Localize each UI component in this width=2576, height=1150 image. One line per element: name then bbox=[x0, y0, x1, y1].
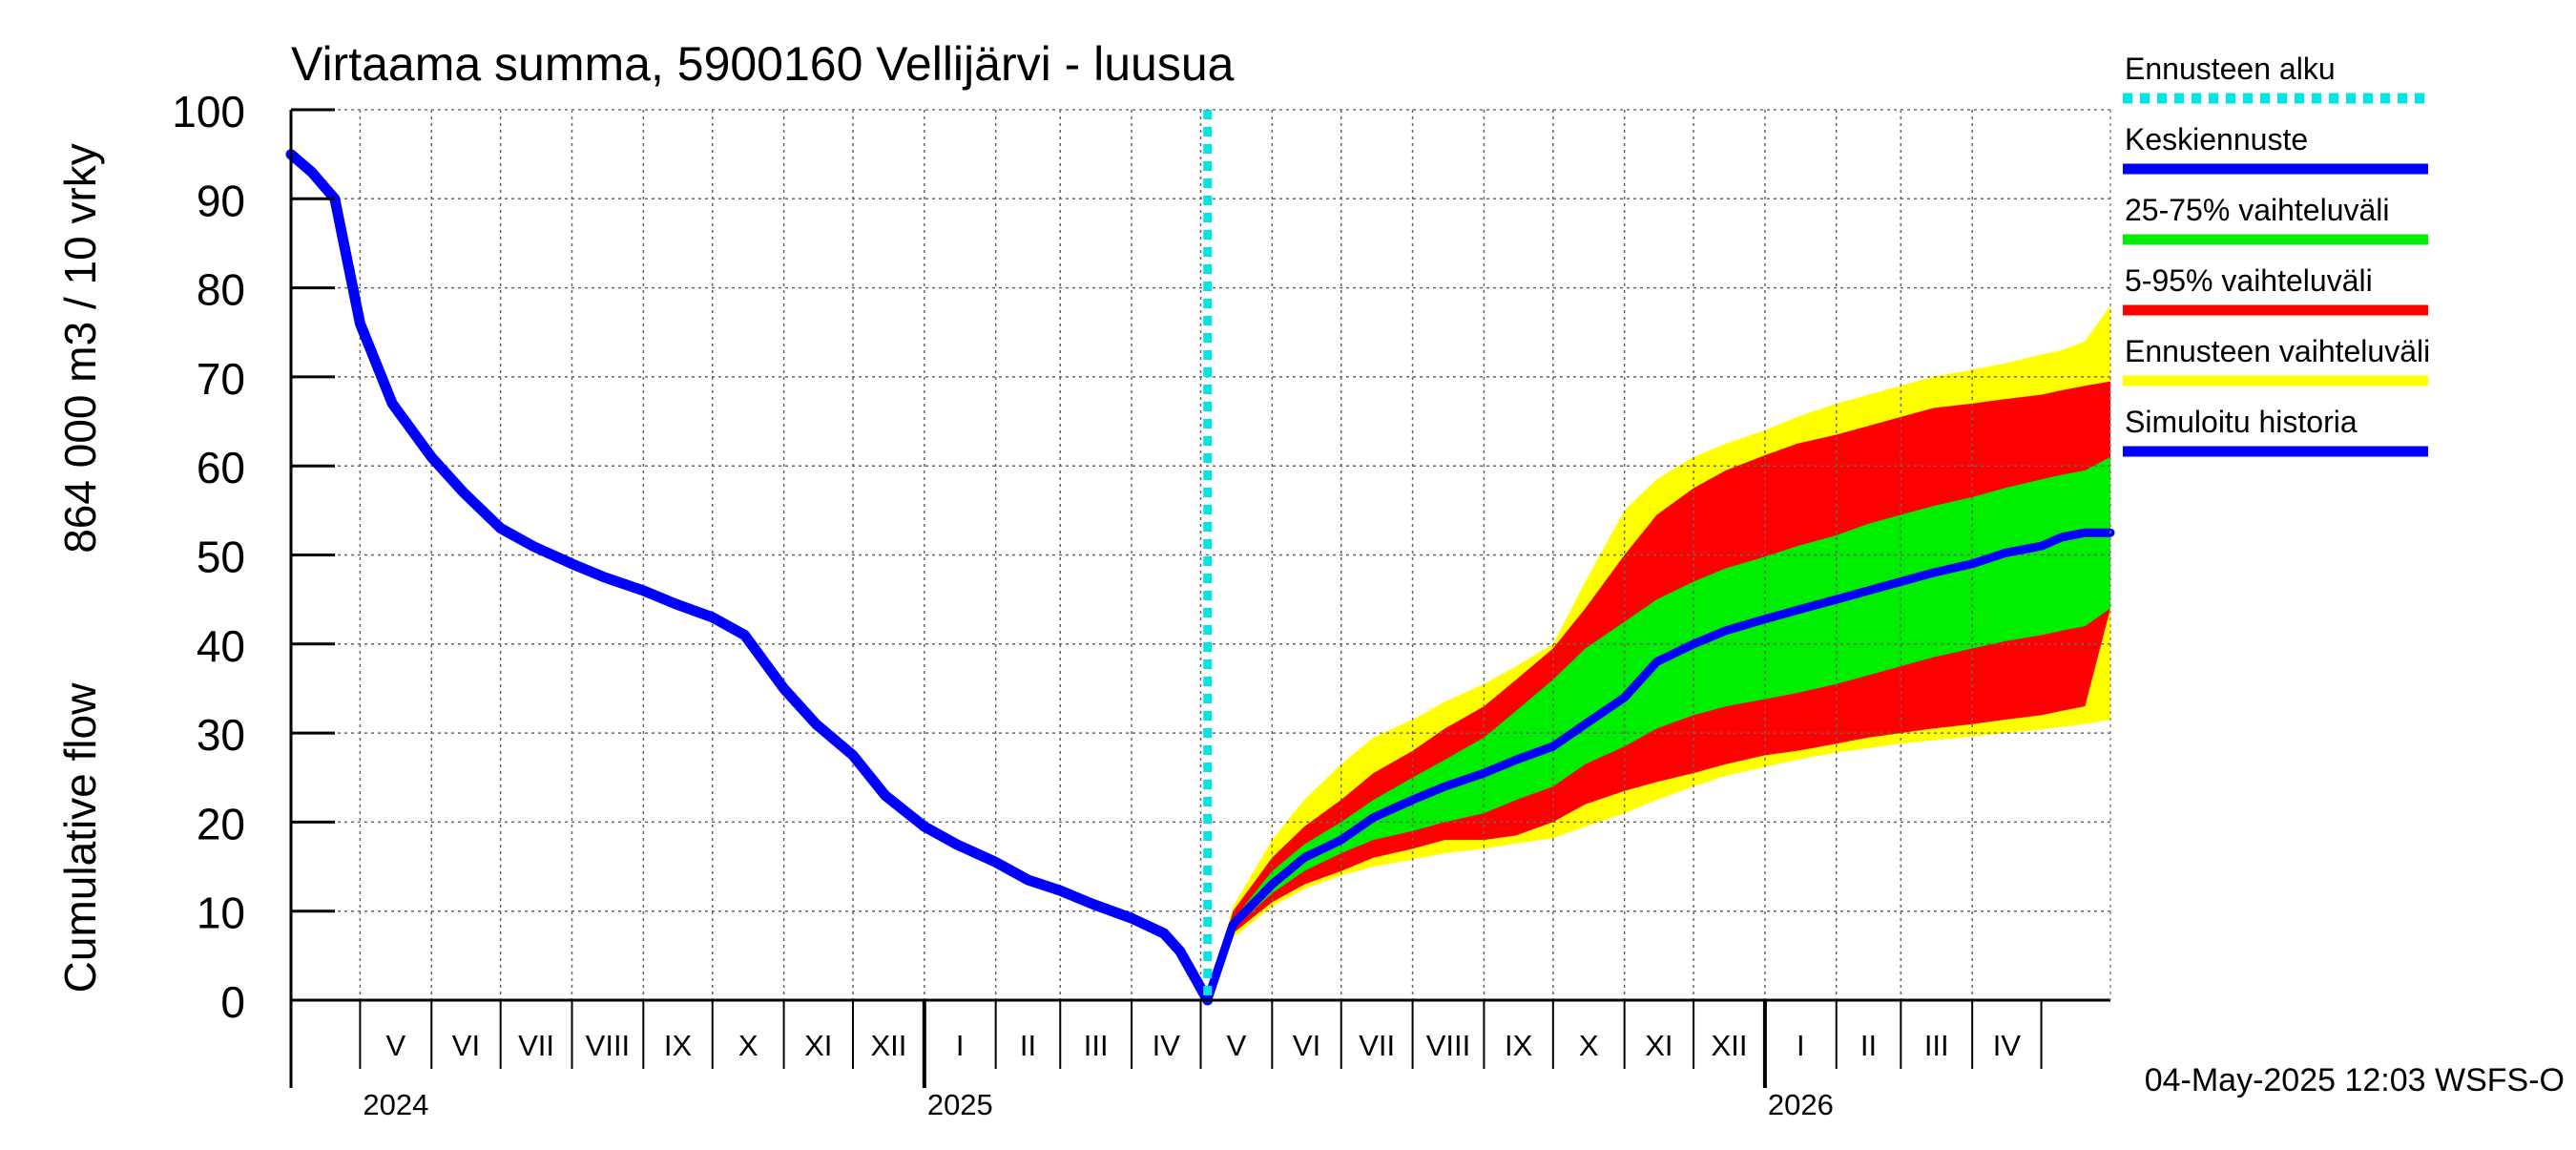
month-label: I bbox=[956, 1029, 965, 1062]
month-label: X bbox=[1579, 1029, 1599, 1062]
month-label: III bbox=[1924, 1029, 1949, 1062]
month-label: XI bbox=[804, 1029, 832, 1062]
month-label: II bbox=[1020, 1029, 1036, 1062]
month-label: III bbox=[1084, 1029, 1109, 1062]
month-label: II bbox=[1860, 1029, 1877, 1062]
y-tick-label: 80 bbox=[197, 265, 245, 315]
month-label: IX bbox=[1505, 1029, 1533, 1062]
month-label: VII bbox=[1359, 1029, 1395, 1062]
y-tick-label: 90 bbox=[197, 176, 245, 225]
year-label: 2026 bbox=[1768, 1088, 1834, 1121]
legend-label: 5-95% vaihteluväli bbox=[2125, 263, 2373, 298]
legend-label: Keskiennuste bbox=[2125, 122, 2308, 157]
y-tick-label: 60 bbox=[197, 443, 245, 492]
month-label: I bbox=[1797, 1029, 1805, 1062]
y-axis-label-name: Cumulative flow bbox=[55, 682, 105, 993]
legend-label: Ennusteen alku bbox=[2125, 52, 2336, 86]
year-label: 2025 bbox=[927, 1088, 993, 1121]
month-label: IX bbox=[664, 1029, 693, 1062]
month-label: VIII bbox=[586, 1029, 631, 1062]
series-line-history bbox=[285, 149, 1214, 1006]
y-tick-label: 40 bbox=[197, 621, 245, 671]
month-label: X bbox=[738, 1029, 758, 1062]
month-label: IV bbox=[1993, 1029, 2022, 1062]
month-label: XII bbox=[870, 1029, 906, 1062]
y-axis-label-units: 864 000 m3 / 10 vrky bbox=[55, 143, 105, 554]
y-tick-label: 20 bbox=[197, 799, 245, 848]
y-tick-label: 0 bbox=[220, 977, 245, 1027]
chart-title: Virtaama summa, 5900160 Vellijärvi - luu… bbox=[291, 37, 1235, 91]
year-label: 2024 bbox=[363, 1088, 428, 1121]
y-tick-label: 100 bbox=[172, 87, 245, 136]
legend-label: 25-75% vaihteluväli bbox=[2125, 193, 2390, 227]
axes bbox=[289, 108, 2111, 1088]
series-lines bbox=[285, 110, 2115, 1006]
y-tick-label: 70 bbox=[197, 354, 245, 404]
legend-label: Simuloitu historia bbox=[2125, 405, 2358, 439]
month-label: VI bbox=[1293, 1029, 1320, 1062]
month-label: V bbox=[385, 1029, 405, 1062]
band-25-75 bbox=[1207, 456, 2110, 1000]
legend-label: Ennusteen vaihteluväli bbox=[2125, 334, 2430, 368]
y-tick-label: 30 bbox=[197, 710, 245, 760]
month-label: XII bbox=[1712, 1029, 1748, 1062]
month-label: VII bbox=[518, 1029, 554, 1062]
series-line-median-forecast bbox=[1203, 528, 2115, 1005]
y-tick-label: 50 bbox=[197, 533, 245, 582]
month-label: VIII bbox=[1426, 1029, 1471, 1062]
footer-timestamp: 04-May-2025 12:03 WSFS-O bbox=[2145, 1062, 2565, 1098]
y-tick-label: 10 bbox=[197, 889, 245, 938]
legend: Ennusteen alku Keskiennuste 25-75% vaihtel… bbox=[2123, 52, 2430, 457]
forecast-bands bbox=[1207, 305, 2110, 1001]
month-label: V bbox=[1227, 1029, 1247, 1062]
month-label: XI bbox=[1645, 1029, 1672, 1062]
month-label: IV bbox=[1153, 1029, 1181, 1062]
month-label: VI bbox=[452, 1029, 480, 1062]
